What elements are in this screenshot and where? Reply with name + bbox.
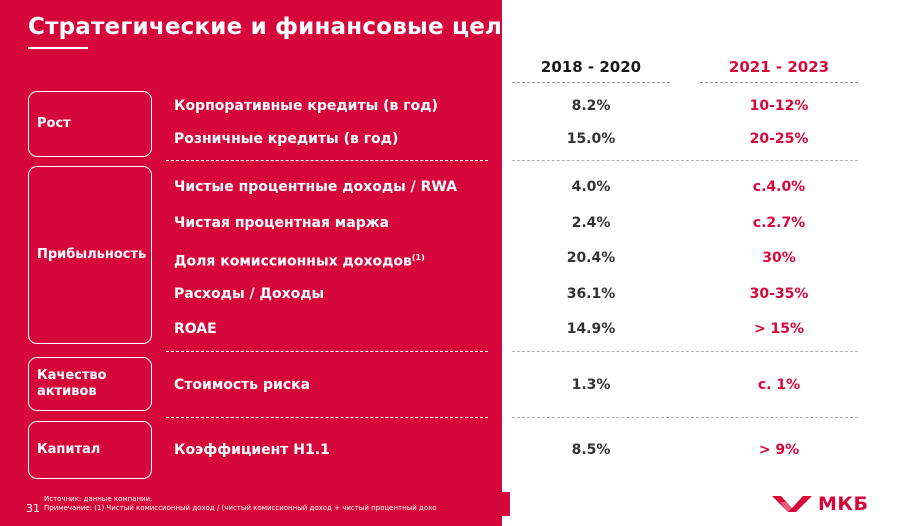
page-number: 31 — [26, 502, 40, 515]
metric-label-text: Доля комиссионных доходов — [174, 253, 412, 270]
header-divider — [700, 82, 858, 83]
mkb-logo: МКБ — [772, 493, 868, 515]
value-2021-2023: > 9% — [758, 442, 800, 458]
section-divider — [512, 417, 858, 418]
value-2021-2023: > 15% — [753, 321, 805, 337]
footnote-fade — [440, 492, 510, 516]
value-2018-2020: 8.5% — [571, 442, 611, 458]
red-panel — [0, 0, 502, 526]
logo-text: МКБ — [818, 493, 869, 515]
footnote: Примечание: (1) Чистый комиссионный дохо… — [44, 504, 437, 512]
mkb-logo-icon — [772, 496, 812, 512]
header-divider — [512, 82, 670, 83]
value-2018-2020: 4.0% — [571, 179, 611, 195]
value-2021-2023: 10-12% — [749, 98, 809, 114]
metric-label: Доля комиссионных доходов(1) — [174, 249, 425, 271]
section-divider — [166, 160, 488, 161]
metric-label: Чистая процентная маржа — [174, 215, 390, 231]
value-2021-2023: c.4.0% — [752, 179, 806, 195]
metric-label: Расходы / Доходы — [174, 286, 325, 302]
value-2018-2020: 2.4% — [571, 215, 611, 231]
source-note: Источник: данные компании. — [44, 495, 153, 503]
category-growth: Рост — [28, 91, 152, 157]
value-2021-2023: 30% — [762, 250, 796, 266]
section-divider — [512, 351, 858, 352]
metric-label: Корпоративные кредиты (в год) — [174, 98, 438, 114]
metric-label: Стоимость риска — [174, 377, 311, 393]
metric-label: Коэффициент Н1.1 — [174, 442, 330, 458]
value-2018-2020: 1.3% — [571, 377, 611, 393]
footnote-marker: (1) — [411, 253, 425, 262]
title-underline — [28, 47, 88, 49]
section-divider — [512, 160, 858, 161]
category-asset-quality: Качество активов — [28, 357, 152, 411]
page-title: Стратегические и финансовые цели — [28, 14, 519, 40]
metric-label: ROAE — [174, 321, 217, 337]
value-2021-2023: c.2.7% — [752, 215, 806, 231]
metric-label: Розничные кредиты (в год) — [174, 131, 399, 147]
column-header-2021-2023: 2021 - 2023 — [728, 58, 830, 76]
value-2018-2020: 14.9% — [566, 321, 616, 337]
value-2018-2020: 8.2% — [571, 98, 611, 114]
category-profitability: Прибыльность — [28, 166, 152, 344]
section-divider — [166, 417, 488, 418]
value-2021-2023: c. 1% — [757, 377, 801, 393]
value-2018-2020: 36.1% — [566, 286, 616, 302]
value-2018-2020: 20.4% — [566, 250, 616, 266]
section-divider — [166, 351, 488, 352]
value-2018-2020: 15.0% — [566, 131, 616, 147]
column-header-2018-2020: 2018 - 2020 — [540, 58, 642, 76]
value-2021-2023: 30-35% — [749, 286, 809, 302]
category-capital: Капитал — [28, 421, 152, 479]
metric-label: Чистые процентные доходы / RWA — [174, 179, 458, 195]
value-2021-2023: 20-25% — [749, 131, 809, 147]
